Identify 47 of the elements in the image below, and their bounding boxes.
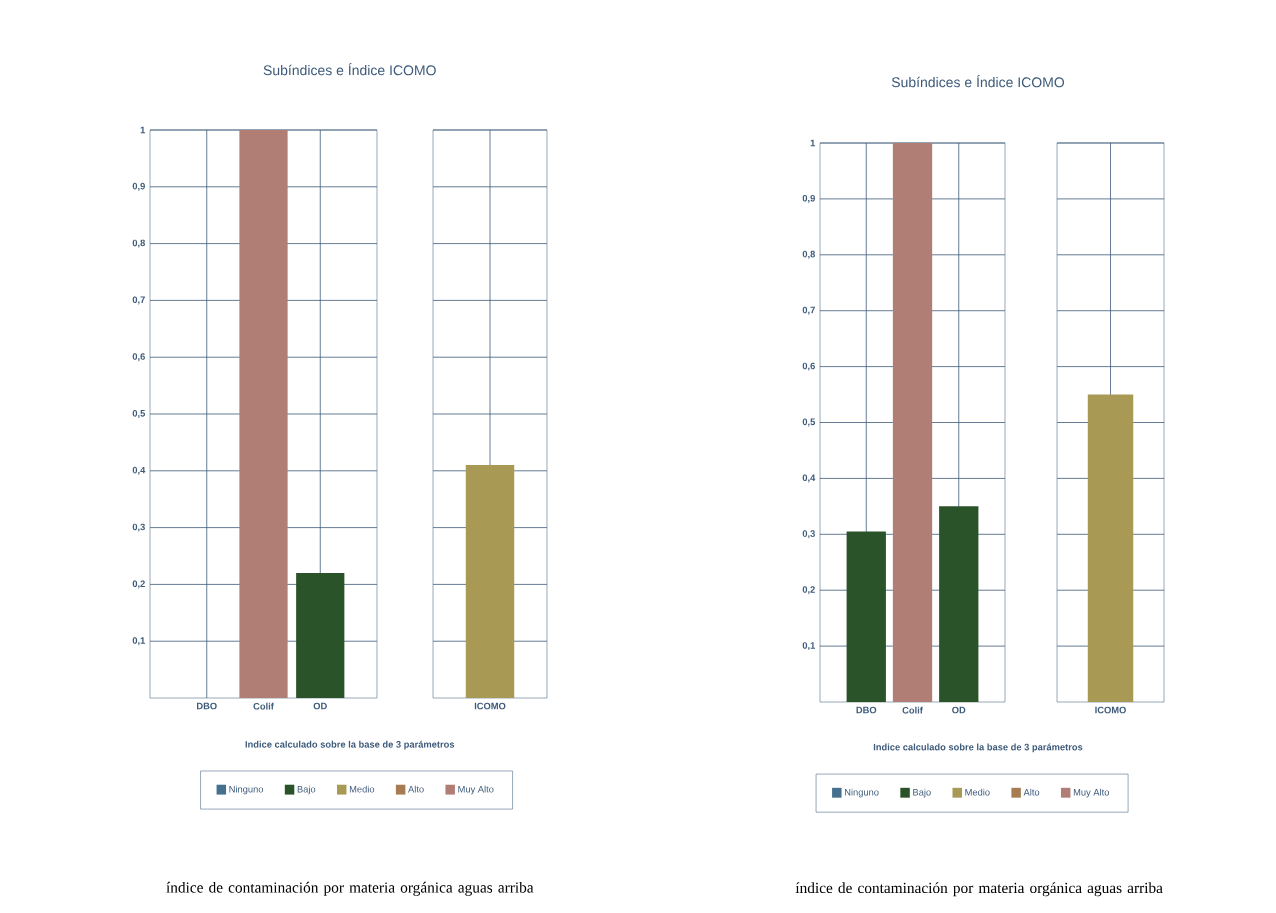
y-tick-label: 0,6: [802, 362, 815, 371]
y-tick-label: 0,3: [132, 523, 145, 532]
y-tick-label: 0,6: [132, 353, 145, 362]
y-tick-label: 0,2: [132, 580, 145, 589]
legend-label: Medio: [349, 785, 375, 793]
y-tick-label: 0,7: [802, 306, 815, 315]
x-tick-label: ICOMO: [1095, 706, 1126, 714]
y-tick-label: 0,8: [802, 250, 815, 259]
y-tick-label: 0,1: [802, 642, 816, 651]
bar: [892, 143, 933, 703]
x-axis-title: Indice calculado sobre la base de 3 parámetros: [873, 743, 1083, 753]
legend-label: Muy Alto: [1073, 788, 1110, 798]
x-tick-label: OD: [313, 702, 327, 710]
chart-title: Subíndices e Índice ICOMO: [263, 62, 436, 76]
legend-label: Medio: [965, 788, 990, 796]
legend-label: Alto: [1023, 788, 1040, 796]
legend-label: Bajo: [297, 785, 316, 795]
y-tick-label: 0,1: [132, 637, 146, 646]
y-tick-label: 0,4: [802, 474, 816, 483]
y-tick-label: 0,8: [132, 239, 145, 248]
text: índice de contaminación por materia orgánica aguas arriba: [166, 881, 534, 896]
x-tick-label: Colif: [902, 706, 923, 714]
legend-label: Bajo: [913, 788, 931, 798]
y-tick-label: 0,9: [802, 194, 815, 203]
y-tick-label: 0,4: [132, 466, 146, 475]
x-tick-label: OD: [952, 706, 966, 714]
y-tick-label: 0,9: [132, 182, 145, 191]
legend-label: Muy Alto: [458, 785, 494, 795]
x-tick-label: DBO: [856, 706, 877, 714]
x-tick-label: DBO: [197, 702, 217, 710]
y-tick-label: 1: [810, 139, 816, 147]
legend-label: Ninguno: [845, 788, 879, 798]
x-tick-label: Colif: [253, 702, 274, 710]
legend-label: Ninguno: [229, 785, 264, 795]
x-tick-label: ICOMO: [474, 702, 506, 710]
bar: [846, 531, 886, 703]
x-axis-title: Indice calculado sobre la base de 3 parámetros: [245, 740, 455, 750]
chart-title: Subíndices e Índice ICOMO: [891, 74, 1065, 88]
y-tick-label: 0,3: [802, 530, 815, 539]
legend-label: Alto: [408, 785, 424, 793]
y-tick-label: 0,7: [132, 296, 145, 305]
y-tick-label: 0,5: [132, 410, 146, 418]
bar: [939, 506, 979, 703]
y-tick-label: 0,2: [802, 586, 815, 595]
text: índice de contaminación por materia orgánica aguas arriba: [795, 882, 1163, 897]
y-tick-label: 1: [140, 126, 146, 134]
y-tick-label: 0,5: [802, 418, 816, 427]
